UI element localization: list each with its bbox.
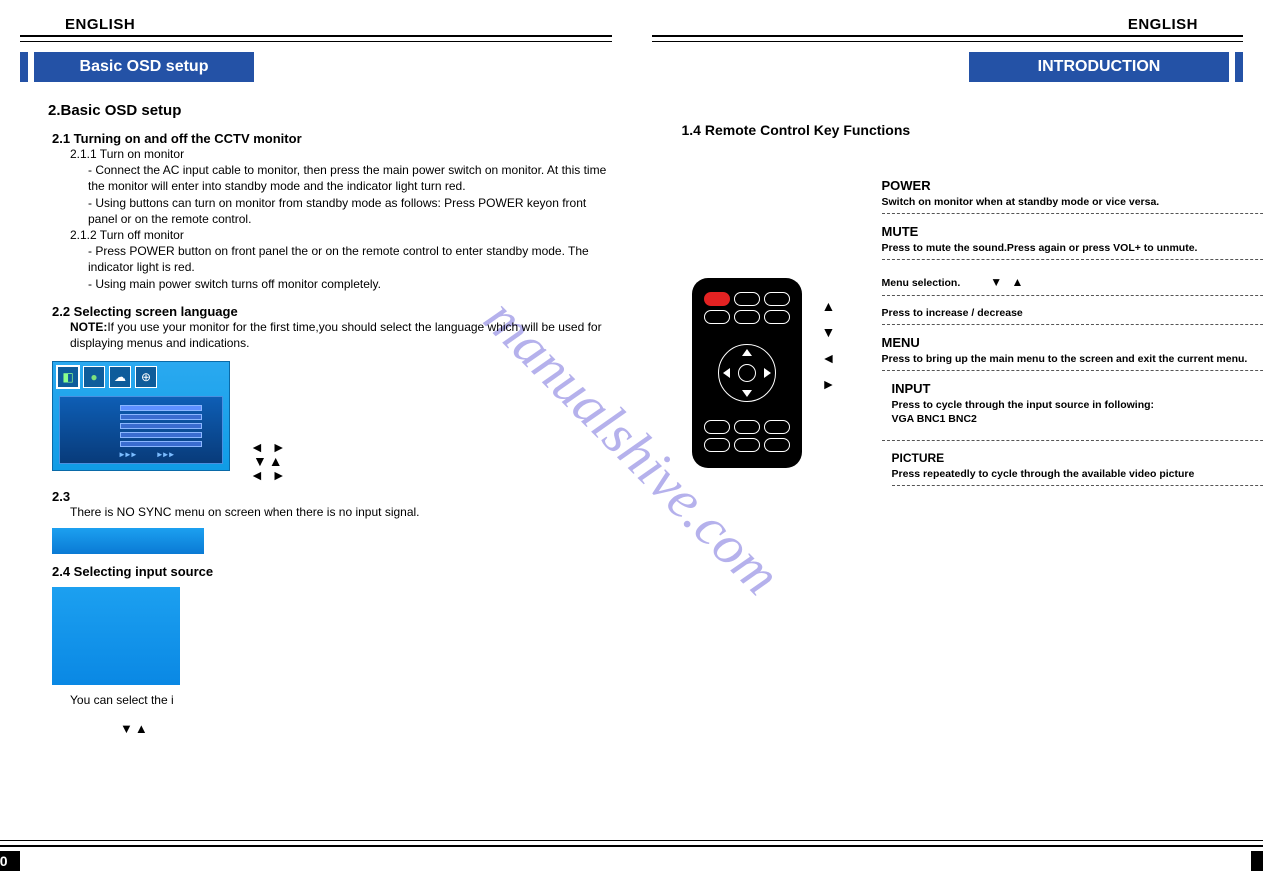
remote-dpad — [718, 344, 776, 402]
header-accent-block-right — [1235, 52, 1243, 82]
osd-preview-image: ◧ ● ☁ ⊕ ►►►►►► — [52, 361, 230, 471]
section-2-4: 2.4 Selecting input source — [52, 564, 612, 579]
func-desc: Press to increase / decrease — [882, 306, 1263, 320]
separator — [882, 295, 1263, 296]
func-title: MUTE — [882, 224, 1263, 239]
arrow-down-icon: ▼ — [822, 324, 836, 340]
arrows-inline: ▼ ▲ — [990, 275, 1026, 289]
section-2-3-text: There is NO SYNC menu on screen when the… — [70, 504, 612, 520]
func-increase-decrease: Press to increase / decrease — [882, 306, 1263, 325]
remote-button — [704, 420, 730, 434]
osd-icon-1: ◧ — [57, 366, 79, 388]
page-number-left: 10 — [0, 851, 20, 871]
section-2-3: 2.3 There is NO SYNC menu on screen when… — [52, 489, 612, 520]
func-desc: Menu selection.▼ ▲ — [882, 274, 1263, 290]
remote-button — [734, 310, 760, 324]
footer-right: 7 — [632, 836, 1263, 871]
header-title-right: INTRODUCTION — [969, 52, 1229, 82]
remote-button — [734, 438, 760, 452]
section-2-1: 2.1 Turning on and off the CCTV monitor … — [52, 131, 612, 292]
func-desc: Press to bring up the main menu to the s… — [882, 352, 1263, 366]
section-2-1-1-title: 2.1.1 Turn on monitor — [70, 146, 612, 162]
osd-icon-2: ● — [83, 366, 105, 388]
func-desc: Press repeatedly to cycle through the av… — [892, 467, 1263, 481]
func-menu: MENU Press to bring up the main menu to … — [882, 335, 1263, 371]
remote-button — [734, 292, 760, 306]
remote-button — [764, 438, 790, 452]
func-desc: Press to mute the sound.Press again or p… — [882, 241, 1263, 255]
language-label-left: ENGLISH — [65, 16, 612, 33]
page-spread: ENGLISH Basic OSD setup 2.Basic OSD setu… — [0, 0, 1263, 893]
func-picture: PICTURE Press repeatedly to cycle throug… — [892, 451, 1263, 486]
page-number-right: 7 — [1251, 851, 1263, 871]
header-bar-left: Basic OSD setup — [20, 52, 612, 82]
separator — [882, 213, 1263, 214]
section-2-4-title: 2.4 Selecting input source — [52, 564, 612, 579]
right-page: ENGLISH INTRODUCTION 1.4 Remote Control … — [632, 0, 1263, 893]
section-2-1-2-title: 2.1.2 Turn off monitor — [70, 227, 612, 243]
section-2-1-1-bullet1: - Connect the AC input cable to monitor,… — [88, 162, 612, 194]
note-text: If you use your monitor for the first ti… — [70, 320, 602, 350]
remote-power-button — [704, 292, 730, 306]
remote-button — [704, 438, 730, 452]
separator — [892, 485, 1263, 486]
section-2-2: 2.2 Selecting screen language NOTE:If yo… — [52, 304, 612, 351]
remote-button — [764, 310, 790, 324]
footer-left: 10 — [0, 836, 632, 871]
header-accent-block — [20, 52, 28, 82]
header-bar-right: INTRODUCTION — [652, 52, 1244, 82]
osd-icon-4: ⊕ — [135, 366, 157, 388]
func-input: INPUT Press to cycle through the input s… — [892, 381, 1263, 426]
arrow-left-icon: ◄ — [822, 350, 836, 366]
no-sync-preview — [52, 528, 204, 554]
direction-arrow-column: ▲ ▼ ◄ ► — [822, 298, 836, 392]
func-title: POWER — [882, 178, 1263, 193]
remote-button — [704, 310, 730, 324]
section-2-1-2-bullet2: - Using main power switch turns off moni… — [88, 276, 612, 292]
top-rules-right — [652, 35, 1244, 42]
osd-icon-3: ☁ — [109, 366, 131, 388]
section-2-title: 2.Basic OSD setup — [48, 102, 612, 119]
separator — [882, 324, 1263, 325]
func-title: MENU — [882, 335, 1263, 350]
section-1-4-title: 1.4 Remote Control Key Functions — [682, 122, 1244, 138]
arrows-lr-1: ◄ ► — [250, 440, 288, 454]
left-page: ENGLISH Basic OSD setup 2.Basic OSD setu… — [0, 0, 632, 893]
function-list: POWER Switch on monitor when at standby … — [882, 178, 1263, 496]
arrows-lr-2: ◄ ► — [250, 468, 288, 482]
func-desc: Switch on monitor when at standby mode o… — [882, 195, 1263, 209]
section-2-2-title: 2.2 Selecting screen language — [52, 304, 612, 319]
func-desc: Press to cycle through the input source … — [892, 398, 1263, 426]
section-2-3-title: 2.3 — [52, 489, 612, 504]
section-2-1-1-bullet2: - Using buttons can turn on monitor from… — [88, 195, 612, 227]
func-title: INPUT — [892, 381, 1263, 396]
section-2-4-text: You can select the i — [70, 693, 612, 707]
remote-button — [764, 420, 790, 434]
header-title-left: Basic OSD setup — [34, 52, 254, 82]
func-title: PICTURE — [892, 451, 1263, 465]
separator — [882, 370, 1263, 371]
func-power: POWER Switch on monitor when at standby … — [882, 178, 1263, 214]
input-source-preview — [52, 587, 180, 685]
arrow-up-icon: ▲ — [822, 298, 836, 314]
section-2-1-2-bullet1: - Press POWER button on front panel the … — [88, 243, 612, 275]
top-rules-left — [20, 35, 612, 42]
section-2-2-note: NOTE:If you use your monitor for the fir… — [70, 319, 612, 351]
nav-arrows-cluster: ◄ ► ▼▲ ◄ ► — [250, 440, 288, 482]
func-menu-selection: Menu selection.▼ ▲ — [882, 274, 1263, 295]
remote-button — [764, 292, 790, 306]
language-label-right: ENGLISH — [652, 16, 1199, 33]
func-mute: MUTE Press to mute the sound.Press again… — [882, 224, 1263, 260]
arrows-ud: ▼▲ — [250, 454, 288, 468]
remote-control-area: ▲ ▼ ◄ ► POWER Switch on monitor when at … — [692, 178, 1244, 658]
note-label: NOTE: — [70, 320, 107, 334]
section-2-1-title: 2.1 Turning on and off the CCTV monitor — [52, 131, 612, 146]
separator — [882, 259, 1263, 260]
updown-arrows: ▼▲ — [120, 721, 612, 736]
remote-button — [734, 420, 760, 434]
separator — [882, 440, 1263, 441]
arrow-right-icon: ► — [822, 376, 836, 392]
remote-control-image — [692, 278, 802, 468]
